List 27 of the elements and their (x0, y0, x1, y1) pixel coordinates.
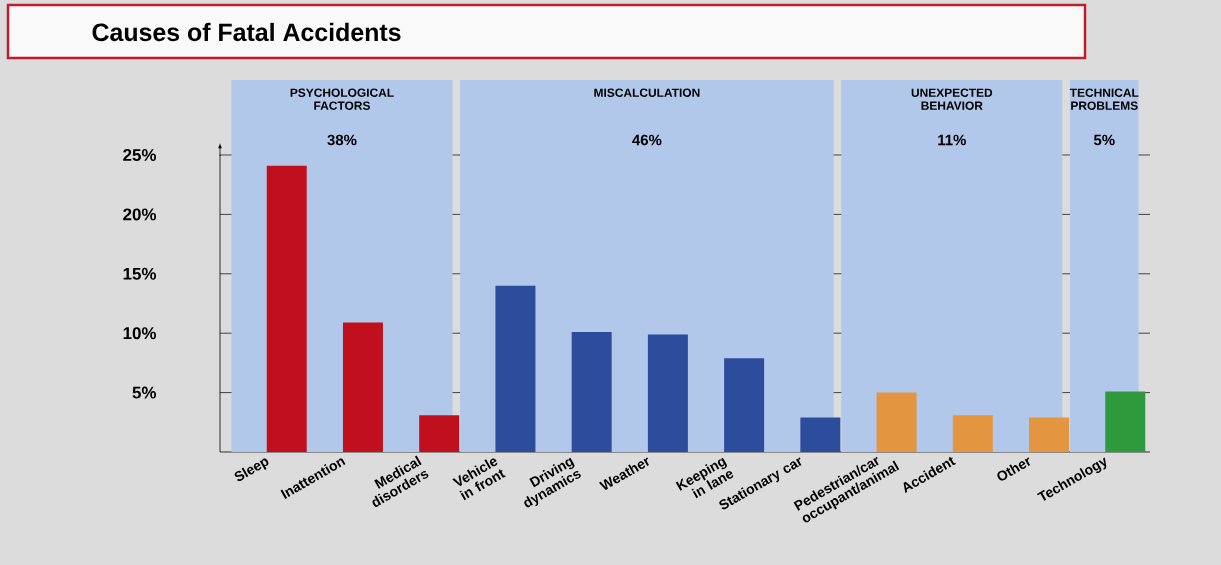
x-tick-label: Sleep (234, 458, 269, 482)
bar (1029, 417, 1070, 452)
bar (342, 322, 383, 452)
bar (266, 165, 307, 452)
text: 5% (1093, 134, 1115, 146)
bar (724, 358, 765, 452)
bar (495, 285, 536, 452)
bar (800, 417, 841, 452)
band-label: PSYCHOLOGICAL FACTORS (290, 88, 394, 110)
y-tick-label: 10% (123, 327, 157, 340)
bar (419, 415, 460, 452)
bar (571, 332, 612, 452)
band-label: MISCALCULATION (594, 88, 700, 97)
band-label: TECHNICAL PROBLEMS (1069, 88, 1139, 110)
text: 38% (327, 134, 357, 146)
y-tick-label: 20% (123, 208, 157, 221)
text: 46% (632, 134, 662, 146)
bar (876, 392, 917, 452)
band-label: UNEXPECTED BEHAVIOR (911, 88, 993, 110)
y-tick-label: 25% (123, 148, 157, 161)
text: 11% (938, 134, 966, 146)
bar (647, 334, 688, 452)
bar (1105, 391, 1146, 452)
y-tick-label: 15% (123, 267, 157, 280)
bar (952, 415, 993, 452)
y-tick-label: 5% (132, 386, 157, 399)
chart-title: Causes of Fatal Accidents (92, 22, 401, 42)
